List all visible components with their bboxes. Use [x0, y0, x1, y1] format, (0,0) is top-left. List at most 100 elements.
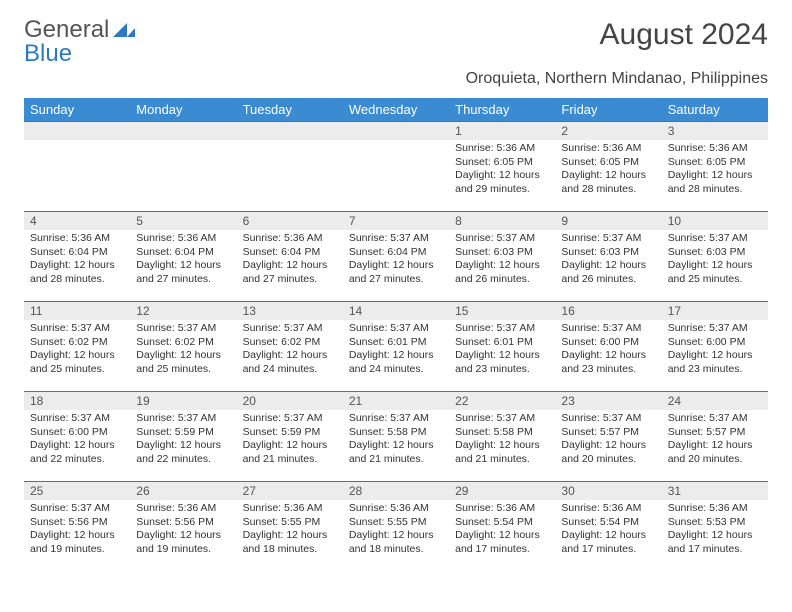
- day-number: 7: [343, 212, 449, 230]
- calendar-cell: 18Sunrise: 5:37 AMSunset: 6:00 PMDayligh…: [24, 392, 130, 482]
- calendar-cell: 25Sunrise: 5:37 AMSunset: 5:56 PMDayligh…: [24, 482, 130, 572]
- day-number: 23: [555, 392, 661, 410]
- day-number: 8: [449, 212, 555, 230]
- header: GeneralBlue August 2024: [24, 18, 768, 66]
- calendar-cell: 2Sunrise: 5:36 AMSunset: 6:05 PMDaylight…: [555, 122, 661, 212]
- day-details: Sunrise: 5:37 AMSunset: 6:03 PMDaylight:…: [555, 230, 661, 291]
- calendar-cell: 7Sunrise: 5:37 AMSunset: 6:04 PMDaylight…: [343, 212, 449, 302]
- day-details: Sunrise: 5:36 AMSunset: 5:55 PMDaylight:…: [237, 500, 343, 561]
- day-number: 18: [24, 392, 130, 410]
- day-number: 27: [237, 482, 343, 500]
- brand-logo: GeneralBlue: [24, 18, 135, 66]
- day-details: Sunrise: 5:37 AMSunset: 6:02 PMDaylight:…: [130, 320, 236, 381]
- calendar-row: 1Sunrise: 5:36 AMSunset: 6:05 PMDaylight…: [24, 122, 768, 212]
- day-details: Sunrise: 5:36 AMSunset: 5:56 PMDaylight:…: [130, 500, 236, 561]
- day-details: Sunrise: 5:36 AMSunset: 6:04 PMDaylight:…: [130, 230, 236, 291]
- day-details: Sunrise: 5:37 AMSunset: 5:59 PMDaylight:…: [130, 410, 236, 471]
- calendar-cell: 10Sunrise: 5:37 AMSunset: 6:03 PMDayligh…: [662, 212, 768, 302]
- day-number: 20: [237, 392, 343, 410]
- calendar-cell: 11Sunrise: 5:37 AMSunset: 6:02 PMDayligh…: [24, 302, 130, 392]
- day-details: Sunrise: 5:37 AMSunset: 6:04 PMDaylight:…: [343, 230, 449, 291]
- calendar-cell: 31Sunrise: 5:36 AMSunset: 5:53 PMDayligh…: [662, 482, 768, 572]
- day-details: Sunrise: 5:37 AMSunset: 6:02 PMDaylight:…: [237, 320, 343, 381]
- day-number: 12: [130, 302, 236, 320]
- calendar-cell-empty: [130, 122, 236, 212]
- day-number: 30: [555, 482, 661, 500]
- weekday-header: Monday: [130, 98, 236, 122]
- day-number: 4: [24, 212, 130, 230]
- day-details: Sunrise: 5:36 AMSunset: 6:05 PMDaylight:…: [449, 140, 555, 201]
- day-details: Sunrise: 5:36 AMSunset: 5:54 PMDaylight:…: [449, 500, 555, 561]
- day-details: Sunrise: 5:37 AMSunset: 5:56 PMDaylight:…: [24, 500, 130, 561]
- day-details: Sunrise: 5:37 AMSunset: 6:01 PMDaylight:…: [449, 320, 555, 381]
- day-number: 26: [130, 482, 236, 500]
- day-details: Sunrise: 5:36 AMSunset: 5:54 PMDaylight:…: [555, 500, 661, 561]
- calendar-cell: 8Sunrise: 5:37 AMSunset: 6:03 PMDaylight…: [449, 212, 555, 302]
- day-details: Sunrise: 5:36 AMSunset: 5:55 PMDaylight:…: [343, 500, 449, 561]
- weekday-header: Thursday: [449, 98, 555, 122]
- page-title: August 2024: [600, 18, 768, 52]
- calendar-cell: 14Sunrise: 5:37 AMSunset: 6:01 PMDayligh…: [343, 302, 449, 392]
- day-number: 3: [662, 122, 768, 140]
- calendar-cell: 6Sunrise: 5:36 AMSunset: 6:04 PMDaylight…: [237, 212, 343, 302]
- calendar-body: 1Sunrise: 5:36 AMSunset: 6:05 PMDaylight…: [24, 122, 768, 572]
- calendar-cell: 30Sunrise: 5:36 AMSunset: 5:54 PMDayligh…: [555, 482, 661, 572]
- calendar-cell: 15Sunrise: 5:37 AMSunset: 6:01 PMDayligh…: [449, 302, 555, 392]
- weekday-header: Sunday: [24, 98, 130, 122]
- calendar-cell: 23Sunrise: 5:37 AMSunset: 5:57 PMDayligh…: [555, 392, 661, 482]
- day-details: Sunrise: 5:36 AMSunset: 5:53 PMDaylight:…: [662, 500, 768, 561]
- calendar-cell: 28Sunrise: 5:36 AMSunset: 5:55 PMDayligh…: [343, 482, 449, 572]
- day-details: Sunrise: 5:36 AMSunset: 6:05 PMDaylight:…: [662, 140, 768, 201]
- calendar-cell: 27Sunrise: 5:36 AMSunset: 5:55 PMDayligh…: [237, 482, 343, 572]
- day-number: 15: [449, 302, 555, 320]
- day-details: Sunrise: 5:37 AMSunset: 5:58 PMDaylight:…: [449, 410, 555, 471]
- day-details: Sunrise: 5:37 AMSunset: 5:58 PMDaylight:…: [343, 410, 449, 471]
- calendar-cell: 22Sunrise: 5:37 AMSunset: 5:58 PMDayligh…: [449, 392, 555, 482]
- day-number: 6: [237, 212, 343, 230]
- day-number: 10: [662, 212, 768, 230]
- day-details: Sunrise: 5:36 AMSunset: 6:05 PMDaylight:…: [555, 140, 661, 201]
- calendar-cell: 9Sunrise: 5:37 AMSunset: 6:03 PMDaylight…: [555, 212, 661, 302]
- day-details: Sunrise: 5:36 AMSunset: 6:04 PMDaylight:…: [24, 230, 130, 291]
- day-number: 2: [555, 122, 661, 140]
- day-details: Sunrise: 5:37 AMSunset: 6:00 PMDaylight:…: [24, 410, 130, 471]
- day-number: 14: [343, 302, 449, 320]
- day-number: 22: [449, 392, 555, 410]
- brand-part2: Blue: [24, 40, 72, 67]
- calendar-cell: 4Sunrise: 5:36 AMSunset: 6:04 PMDaylight…: [24, 212, 130, 302]
- calendar-cell: 29Sunrise: 5:36 AMSunset: 5:54 PMDayligh…: [449, 482, 555, 572]
- calendar-cell: 16Sunrise: 5:37 AMSunset: 6:00 PMDayligh…: [555, 302, 661, 392]
- calendar-cell-empty: [24, 122, 130, 212]
- calendar-table: Sunday Monday Tuesday Wednesday Thursday…: [24, 98, 768, 572]
- weekday-header-row: Sunday Monday Tuesday Wednesday Thursday…: [24, 98, 768, 122]
- day-details: Sunrise: 5:37 AMSunset: 5:57 PMDaylight:…: [555, 410, 661, 471]
- day-details: Sunrise: 5:37 AMSunset: 6:01 PMDaylight:…: [343, 320, 449, 381]
- day-number: 11: [24, 302, 130, 320]
- calendar-cell: 3Sunrise: 5:36 AMSunset: 6:05 PMDaylight…: [662, 122, 768, 212]
- calendar-cell: 17Sunrise: 5:37 AMSunset: 6:00 PMDayligh…: [662, 302, 768, 392]
- day-details: Sunrise: 5:36 AMSunset: 6:04 PMDaylight:…: [237, 230, 343, 291]
- day-number: 16: [555, 302, 661, 320]
- day-number: 17: [662, 302, 768, 320]
- calendar-row: 25Sunrise: 5:37 AMSunset: 5:56 PMDayligh…: [24, 482, 768, 572]
- calendar-cell: 12Sunrise: 5:37 AMSunset: 6:02 PMDayligh…: [130, 302, 236, 392]
- calendar-row: 4Sunrise: 5:36 AMSunset: 6:04 PMDaylight…: [24, 212, 768, 302]
- day-number: 1: [449, 122, 555, 140]
- day-number: 5: [130, 212, 236, 230]
- calendar-cell: 5Sunrise: 5:36 AMSunset: 6:04 PMDaylight…: [130, 212, 236, 302]
- day-details: Sunrise: 5:37 AMSunset: 6:00 PMDaylight:…: [662, 320, 768, 381]
- day-details: Sunrise: 5:37 AMSunset: 6:00 PMDaylight:…: [555, 320, 661, 381]
- day-number: 31: [662, 482, 768, 500]
- location-text: Oroquieta, Northern Mindanao, Philippine…: [24, 70, 768, 88]
- weekday-header: Friday: [555, 98, 661, 122]
- calendar-row: 11Sunrise: 5:37 AMSunset: 6:02 PMDayligh…: [24, 302, 768, 392]
- calendar-cell: 20Sunrise: 5:37 AMSunset: 5:59 PMDayligh…: [237, 392, 343, 482]
- weekday-header: Wednesday: [343, 98, 449, 122]
- day-details: Sunrise: 5:37 AMSunset: 6:03 PMDaylight:…: [662, 230, 768, 291]
- calendar-cell: 21Sunrise: 5:37 AMSunset: 5:58 PMDayligh…: [343, 392, 449, 482]
- calendar-cell: 19Sunrise: 5:37 AMSunset: 5:59 PMDayligh…: [130, 392, 236, 482]
- brand-part1: General: [24, 16, 109, 43]
- day-details: Sunrise: 5:37 AMSunset: 6:02 PMDaylight:…: [24, 320, 130, 381]
- day-number: 24: [662, 392, 768, 410]
- day-number: 29: [449, 482, 555, 500]
